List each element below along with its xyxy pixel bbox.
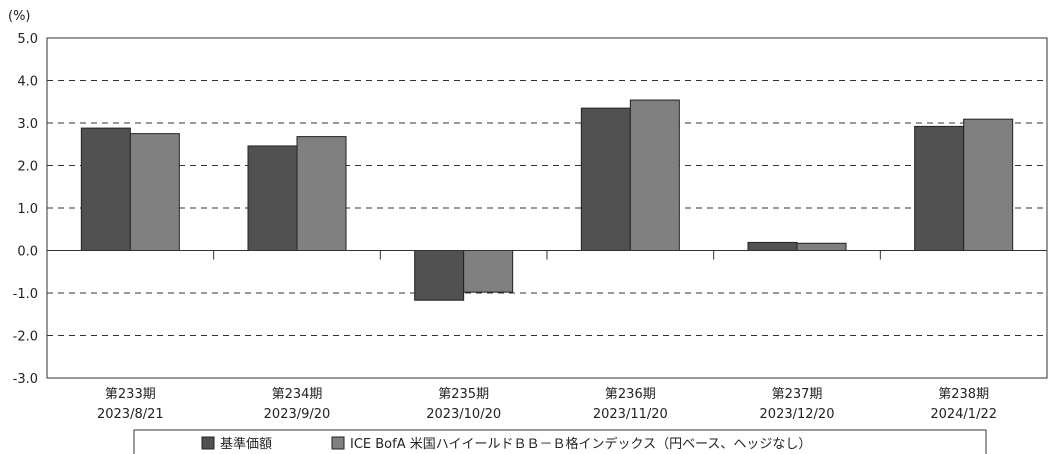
x-category-date-label: 2023/12/20 [760,407,835,422]
bar [796,242,847,251]
bar [914,125,965,251]
legend-box [133,429,987,454]
bar [747,241,798,252]
x-category-period-label: 第233期 [105,387,156,402]
bar [80,127,131,252]
grid-layer [47,80,1047,336]
x-category-period-label: 第235期 [438,387,489,402]
x-category-date-label: 2024/1/22 [930,407,997,422]
y-tick-label: -3.0 [13,372,38,387]
bar [296,136,347,252]
y-tick-label: 1.0 [17,202,38,217]
legend-label: ICE BofA 米国ハイイールドＢＢ－Ｂ格インデックス（円ベース、ヘッジなし） [350,436,811,452]
x-category-date-label: 2023/11/20 [593,407,668,422]
y-tick-label: -2.0 [13,330,38,345]
y-tick-label: 3.0 [17,117,38,132]
y-axis-unit-label: (%) [8,9,31,24]
x-category-date-label: 2023/8/21 [97,407,164,422]
legend-swatch [201,436,215,450]
bar [580,107,631,251]
bar [463,250,514,293]
y-tick-label: -1.0 [13,287,38,302]
bar [963,118,1014,251]
legend: 基準価額 ICE BofA 米国ハイイールドＢＢ－Ｂ格インデックス（円ベース、ヘッ… [133,429,987,454]
axis-layer: 5.0 4.0 3.0 2.0 1.0 0.0 -1.0 -2.0 -3.0 第233期 2023/… [13,32,1048,422]
x-category-period-label: 第237期 [772,387,823,402]
y-tick-label: 5.0 [17,32,38,47]
bar [629,99,680,251]
plot-frame [46,37,1048,379]
bar [414,250,465,301]
x-category-date-label: 2023/10/20 [426,407,501,422]
x-category-date-label: 2023/9/20 [264,407,331,422]
bar [247,145,298,251]
bar-layer [80,99,1014,301]
y-tick-label: 4.0 [17,75,38,90]
x-category-period-label: 第236期 [605,387,656,402]
legend-swatch [331,436,345,450]
y-tick-label: 2.0 [17,160,38,175]
legend-label: 基準価額 [220,436,272,452]
x-category-period-label: 第238期 [938,387,989,402]
x-category-period-label: 第234期 [272,387,323,402]
bar [129,133,180,251]
y-tick-label: 0.0 [17,245,38,260]
